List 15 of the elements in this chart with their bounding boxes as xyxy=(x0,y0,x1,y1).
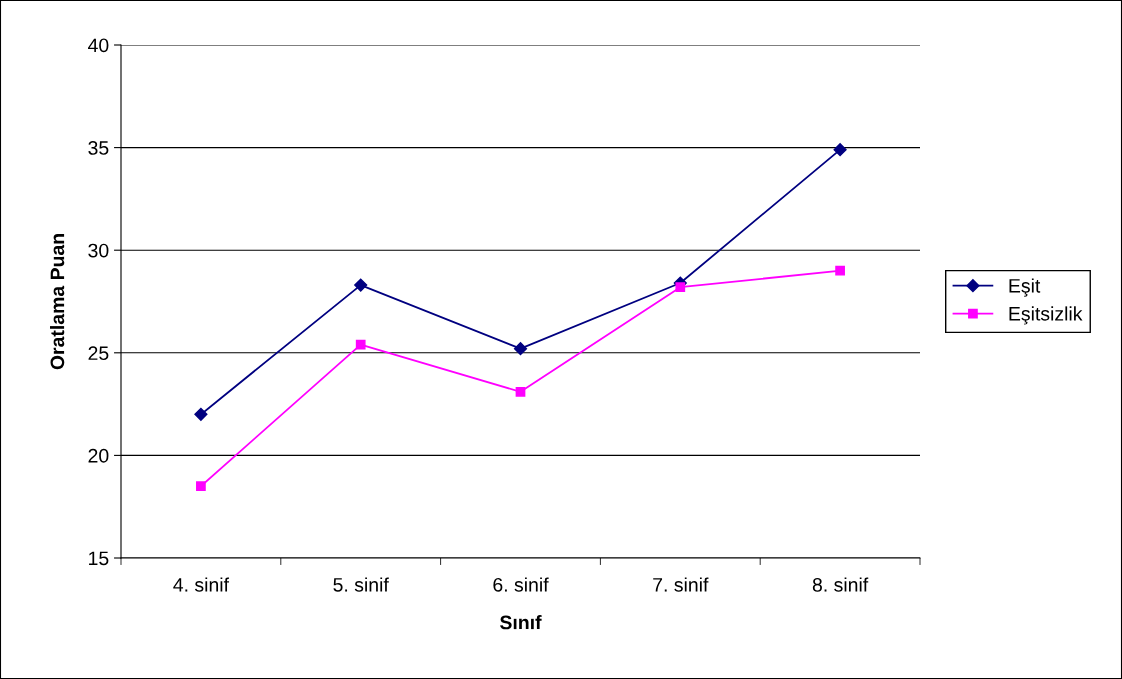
x-tick-label: 8. sinif xyxy=(812,577,869,592)
x-tick-label: 5. sinif xyxy=(333,577,389,592)
y-tick-label: 15 xyxy=(89,551,109,566)
x-tick-label: 7. sinif xyxy=(653,577,709,592)
y-tick-label: 40 xyxy=(88,38,109,53)
y-tick-label: 35 xyxy=(88,141,109,155)
x-tick-label: 6. sinif xyxy=(493,577,549,592)
legend-label: Eşit xyxy=(1009,278,1041,297)
x-axis-title: Sınıf xyxy=(500,615,542,630)
y-tick-label: 30 xyxy=(88,243,109,258)
y-tick-label: 20 xyxy=(88,448,109,463)
y-tick-label: 25 xyxy=(88,346,109,361)
x-tick-label: 4. sinif xyxy=(173,577,230,592)
y-axis-title: Oratlama Puan xyxy=(50,234,65,370)
legend-label: Eşitsizlik xyxy=(1009,306,1083,325)
